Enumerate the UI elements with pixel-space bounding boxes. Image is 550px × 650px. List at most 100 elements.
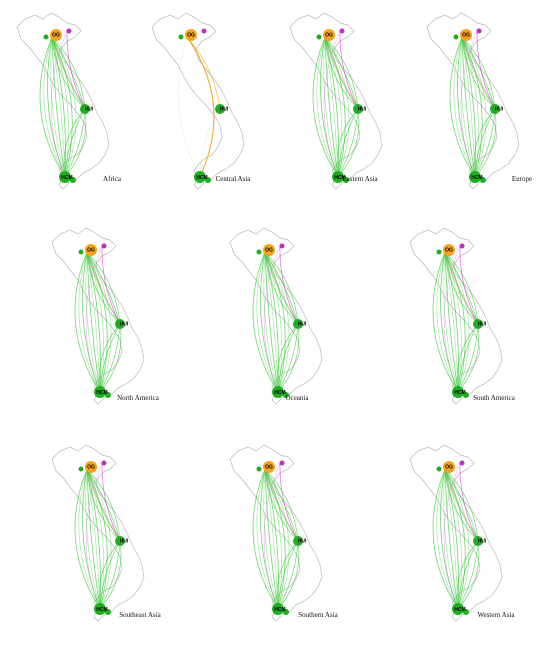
panel-map: OG HUI HCM <box>51 444 145 622</box>
flow-edge <box>264 251 286 393</box>
flow-edge <box>457 323 479 393</box>
node-north-small <box>316 34 322 40</box>
flow-edge <box>459 462 479 542</box>
flow-edge <box>74 251 101 393</box>
flow-edge <box>444 251 479 325</box>
node-north-small <box>436 466 442 472</box>
flow-edge <box>263 245 281 393</box>
node-north <box>443 244 455 256</box>
node-central <box>490 104 500 114</box>
flow-edge <box>264 251 299 325</box>
flow-edge <box>474 108 496 178</box>
node-north-small <box>256 466 262 472</box>
flow-edge <box>50 30 68 178</box>
panel-map: OG HUI HCM <box>51 227 145 405</box>
flow-edge <box>99 540 121 610</box>
node-northeast <box>66 28 72 34</box>
flow-edge <box>276 540 299 610</box>
flow-edges <box>432 462 480 610</box>
flow-edge <box>461 36 496 110</box>
flow-edge <box>461 36 483 178</box>
flow-edge <box>99 540 121 610</box>
flow-edge <box>444 251 470 393</box>
region-label: Southeast Asia <box>119 611 161 619</box>
node-label-south: HCM <box>96 390 107 396</box>
node-north-small <box>78 466 84 472</box>
node-label-south: HCM <box>454 390 465 396</box>
node-north <box>85 244 97 256</box>
node-central <box>215 104 225 114</box>
flow-edge <box>51 36 86 110</box>
node-label-north: OG <box>87 465 95 471</box>
node-north-small <box>436 249 442 255</box>
panel-map: OG HUI HCM <box>409 227 503 405</box>
flow-edge <box>86 251 121 325</box>
flow-edge <box>51 36 66 178</box>
flow-edge <box>461 36 476 178</box>
flow-edge <box>64 108 86 178</box>
node-north <box>263 461 275 473</box>
node-south-small <box>70 177 76 183</box>
flow-edges <box>177 36 221 178</box>
flow-edge <box>444 468 479 542</box>
flow-edge <box>457 323 480 393</box>
panel-map: OG HUI HCM <box>409 444 503 622</box>
country-outline <box>16 12 110 190</box>
region-label: Oceania <box>285 394 309 402</box>
flow-edge <box>443 462 461 610</box>
flow-edge <box>74 468 101 610</box>
flow-edge <box>476 30 496 110</box>
flow-edge <box>264 468 286 610</box>
flow-edge <box>39 36 66 178</box>
flow-edge <box>461 36 487 178</box>
region-label: Central Asia <box>215 175 251 183</box>
flow-edge <box>461 36 496 110</box>
flow-edge <box>199 108 221 178</box>
flow-edge <box>264 251 279 393</box>
node-south-small <box>105 609 111 615</box>
flow-edge <box>263 462 281 610</box>
flow-edge <box>449 36 476 178</box>
flow-edges <box>312 30 360 178</box>
node-north-small <box>453 34 459 40</box>
flow-edge <box>186 36 221 110</box>
nodes <box>436 460 483 615</box>
flow-edge <box>323 36 339 178</box>
flow-edge <box>443 245 461 393</box>
node-south <box>94 386 106 398</box>
flow-edge <box>277 323 300 393</box>
flow-edge <box>336 108 359 178</box>
flow-edge <box>86 468 121 542</box>
flow-edge <box>277 323 299 393</box>
node-label-south: HCM <box>61 175 72 181</box>
flow-edge <box>86 468 112 610</box>
flow-edge <box>337 108 359 178</box>
nodes <box>256 460 303 615</box>
flow-edge <box>444 468 470 610</box>
node-label-north: OG <box>87 248 95 254</box>
flow-edge <box>51 36 66 178</box>
node-central <box>473 319 483 329</box>
node-central <box>473 536 483 546</box>
flow-edge <box>51 36 86 110</box>
node-label-south: HCM <box>274 390 285 396</box>
flow-edge <box>264 468 299 542</box>
flow-edge <box>99 323 121 393</box>
map-panel: OG HUI HCM <box>40 220 165 420</box>
map-panel: OG HUI HCM <box>398 437 523 637</box>
node-label-south: HCM <box>274 607 285 613</box>
flow-edge <box>461 36 496 110</box>
node-northeast <box>459 460 465 466</box>
node-label-central: HUI <box>358 107 367 113</box>
node-label-central: HUI <box>495 107 504 113</box>
flow-edge <box>85 462 103 610</box>
node-central <box>80 104 90 114</box>
flow-edge <box>101 245 121 325</box>
node-south-small <box>480 177 486 183</box>
country-outline <box>409 227 503 405</box>
flow-edge <box>98 540 121 610</box>
nodes <box>256 243 303 398</box>
flow-edge <box>453 36 476 178</box>
flow-edge <box>436 251 459 393</box>
flow-edge <box>51 36 86 110</box>
